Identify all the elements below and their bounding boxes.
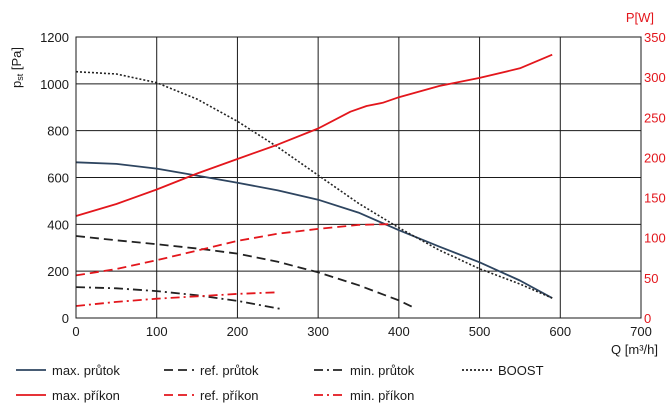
series-line-ref-pr-tok [75,235,416,310]
right-y-axis-label: P[W] [626,10,654,25]
legend-label: min. průtok [350,363,415,378]
left-y-tick-label: 200 [47,264,69,279]
x-tick-label: 500 [469,324,491,339]
left-y-tick-label: 1200 [40,30,69,45]
left-y-tick-label: 1000 [40,77,69,92]
legend-item: max. příkon [16,388,120,403]
left-y-tick-label: 600 [47,171,69,186]
right-y-tick-label: 250 [644,110,666,125]
legend-item: min. průtok [314,363,415,378]
right-y-tick-label: 200 [644,150,666,165]
x-tick-label: 300 [307,324,329,339]
legend-label: ref. příkon [200,388,259,403]
series-line-min-pr-tok [75,286,282,310]
legend-label: BOOST [498,363,544,378]
x-tick-label: 700 [630,324,652,339]
x-tick-label: 100 [146,324,168,339]
legend-item: min. příkon [314,388,414,403]
x-axis-label: Q [m³/h] [611,342,658,357]
left-y-axis-label: pst [Pa] [9,47,25,88]
legend-item: BOOST [462,363,544,378]
right-y-tick-label: 300 [644,70,666,85]
plot-frame [75,36,642,319]
legend-label: ref. průtok [200,363,259,378]
series-line-min-p-kon [75,291,278,307]
right-y-tick-label: 50 [644,271,658,286]
legend-item: ref. průtok [164,363,259,378]
series-line-max-p-kon [75,53,553,217]
left-y-tick-label: 0 [62,311,69,326]
legend-item: max. průtok [16,363,120,378]
legend: max. průtok ref. průtok min. průtok BOOST ma… [16,363,544,403]
legend-label: min. příkon [350,388,414,403]
right-y-tick-label: 100 [644,231,666,246]
left-y-tick-label: 400 [47,217,69,232]
legend-label: max. příkon [52,388,120,403]
x-tick-label: 0 [72,324,79,339]
x-tick-label: 400 [388,324,410,339]
left-y-tick-label: 800 [47,124,69,139]
series-line-boost [75,70,553,299]
legend-label: max. průtok [52,363,120,378]
series-lines [75,53,553,310]
x-tick-label: 600 [549,324,571,339]
series-line-ref-p-kon [75,223,391,277]
right-y-tick-label: 0 [644,311,651,326]
grid [76,37,641,318]
right-y-tick-label: 350 [644,30,666,45]
series-line-max-pr-tok [75,161,553,299]
legend-item: ref. příkon [164,388,259,403]
axes: 0 100 200 300 400 500 600 700020040060080010001… [40,30,666,339]
right-y-tick-label: 150 [644,191,666,206]
x-tick-label: 200 [227,324,249,339]
